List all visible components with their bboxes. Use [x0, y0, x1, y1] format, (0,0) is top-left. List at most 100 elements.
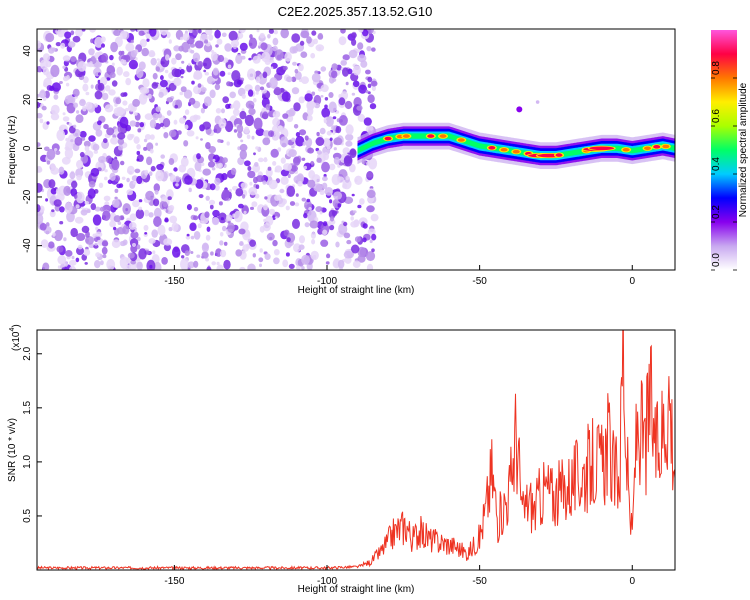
noise-blob	[280, 157, 286, 164]
noise-blob	[223, 241, 228, 246]
noise-blob	[366, 161, 371, 166]
noise-blob	[322, 176, 328, 182]
noise-blob	[268, 179, 278, 190]
noise-blob	[105, 155, 112, 164]
noise-blob	[116, 66, 123, 76]
noise-blob	[280, 169, 289, 177]
noise-blob	[44, 146, 50, 152]
noise-blob	[269, 77, 278, 89]
noise-blob	[103, 138, 108, 144]
noise-blob	[369, 103, 377, 110]
noise-blob	[322, 221, 328, 227]
noise-blob	[295, 265, 301, 270]
noise-blob	[212, 67, 219, 76]
noise-blob	[352, 65, 361, 76]
noise-blob	[114, 196, 118, 200]
noise-blob	[365, 69, 371, 75]
noise-blob	[270, 148, 279, 158]
noise-blob	[366, 263, 374, 270]
noise-blob	[191, 80, 195, 85]
noise-blob	[37, 167, 43, 173]
noise-blob	[123, 71, 130, 78]
noise-blob	[177, 130, 182, 135]
noise-blob	[207, 161, 216, 168]
noise-blob	[129, 238, 139, 248]
noise-blob	[362, 29, 369, 37]
noise-blob	[272, 113, 276, 117]
noise-blob	[76, 110, 80, 114]
noise-blob	[193, 207, 199, 212]
noise-blob	[62, 55, 71, 62]
spectrogram-x-ticks: -150 -100 -50 0	[164, 265, 635, 287]
noise-blob	[249, 181, 253, 186]
noise-blob	[149, 148, 154, 154]
noise-blob	[69, 265, 76, 270]
noise-blob	[227, 222, 235, 233]
noise-blob	[221, 32, 227, 38]
noise-blob	[204, 211, 210, 218]
noise-blob	[326, 253, 331, 259]
noise-blob	[235, 54, 243, 65]
noise-blob	[179, 117, 186, 124]
noise-blob	[354, 236, 361, 243]
noise-blob	[102, 210, 111, 221]
noise-blob	[186, 233, 190, 237]
noise-blob	[76, 246, 84, 256]
ridge-hotspot-core	[488, 145, 496, 150]
noise-blob	[37, 40, 42, 49]
noise-blob	[50, 104, 60, 115]
noise-blob	[262, 180, 267, 185]
noise-blob	[232, 108, 240, 116]
noise-blob	[204, 71, 209, 76]
spectrogram-noise-region	[37, 29, 379, 270]
noise-blob	[171, 68, 180, 77]
noise-blob	[365, 89, 369, 94]
noise-blob	[369, 239, 373, 244]
noise-blob	[200, 107, 205, 114]
noise-blob	[215, 44, 219, 48]
noise-blob	[68, 122, 72, 127]
noise-blob	[93, 244, 99, 249]
noise-blob	[74, 216, 84, 224]
noise-blob	[119, 256, 129, 270]
noise-blob	[259, 32, 265, 39]
noise-blob	[224, 120, 234, 133]
noise-blob	[56, 129, 66, 141]
noise-blob	[285, 252, 290, 257]
noise-blob	[272, 45, 278, 52]
noise-blob	[202, 121, 212, 130]
noise-blob	[267, 34, 271, 39]
noise-blob	[215, 108, 222, 114]
noise-blob	[183, 140, 189, 147]
noise-blob	[366, 205, 375, 213]
noise-blob	[298, 129, 307, 136]
noise-blob	[122, 239, 128, 246]
spectrogram-y-tick-label: 40	[22, 45, 33, 57]
noise-blob	[79, 130, 87, 138]
noise-blob	[346, 239, 352, 245]
snr-x-tick-label: -150	[164, 576, 184, 587]
noise-blob	[313, 38, 318, 45]
noise-blob	[73, 124, 77, 128]
noise-blob	[173, 77, 182, 86]
noise-blob	[72, 88, 80, 97]
noise-blob	[178, 45, 184, 52]
noise-blob	[351, 38, 357, 46]
noise-blob	[76, 233, 86, 241]
noise-blob	[94, 242, 98, 246]
noise-blob	[202, 57, 212, 70]
noise-blob	[247, 89, 254, 97]
noise-blob	[200, 162, 205, 167]
noise-blob	[133, 136, 140, 144]
noise-blob	[293, 243, 302, 253]
noise-blob	[345, 175, 350, 181]
noise-blob	[219, 232, 224, 237]
noise-blob	[136, 158, 140, 162]
noise-blob	[303, 213, 308, 219]
colorbar-gradient	[711, 30, 737, 270]
noise-blob	[265, 103, 271, 111]
noise-blob	[183, 89, 193, 99]
noise-blob	[132, 98, 141, 107]
noise-blob	[205, 142, 211, 150]
noise-blob	[106, 259, 116, 270]
